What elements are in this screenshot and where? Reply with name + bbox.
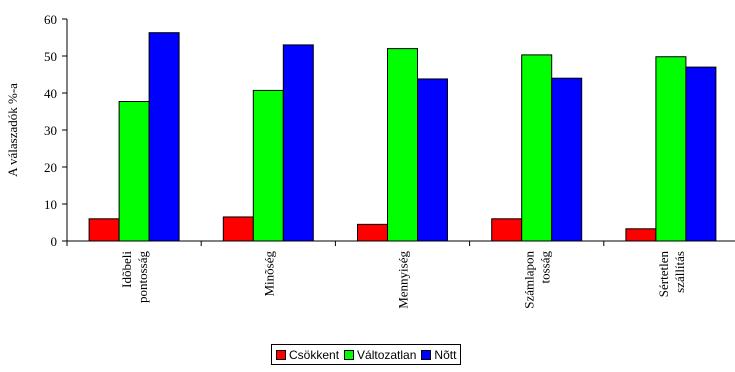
x-tick-label: Idõbelipontosság (119, 251, 150, 304)
legend-swatch (344, 349, 355, 360)
x-tick-label-line: Számlapon (522, 251, 537, 309)
y-tick-label: 10 (44, 197, 57, 212)
bar-valtozatlan (521, 54, 553, 242)
y-tick-label: 30 (44, 123, 57, 138)
x-tick-label-line: Sértetlen (656, 251, 671, 298)
legend-swatch (276, 349, 286, 360)
labels: 0 10 20 30 40 50 60 A válaszadók %-a Idõbelipont… (5, 12, 687, 309)
bar-valtozatlan (655, 56, 687, 242)
y-tick-label: 60 (44, 12, 57, 27)
x-tick-label: Sértetlenszállítás (656, 251, 687, 298)
y-tick-label: 0 (51, 234, 58, 249)
legend-label: Nõtt (434, 347, 457, 362)
bar-valtozatlan (252, 89, 284, 242)
bar-nott (685, 66, 717, 242)
bar-nott (282, 44, 314, 242)
legend-label: Változatlan (357, 347, 417, 362)
legend-item-nott: Nõtt (421, 348, 456, 362)
y-axis-title: A válaszadók %-a (5, 83, 20, 177)
bar-csokkent (625, 228, 657, 242)
bar-valtozatlan (387, 48, 418, 242)
bar-nott (148, 32, 180, 242)
x-tick-label-line: tosság (538, 251, 553, 284)
bar-nott (551, 77, 583, 242)
legend-item-valtozatlan: Változatlan (344, 348, 416, 362)
x-tick-label-line: Minõség (261, 251, 276, 297)
y-tick-label: 50 (44, 49, 57, 64)
bar-csokkent (491, 218, 523, 242)
legend-label: Csökkent (289, 347, 340, 362)
bar-nott (417, 78, 448, 242)
legend-swatch (421, 349, 432, 360)
legend: Csökkent Változatlan Nõtt (271, 344, 462, 365)
bar-csokkent (357, 223, 388, 242)
legend-item-csokkent: Csökkent (276, 348, 339, 362)
y-tick-label: 20 (44, 160, 57, 175)
bar-csokkent (222, 216, 254, 242)
x-tick-label-line: Mennyiség (396, 251, 411, 309)
x-tick-label-line: szállítás (672, 251, 687, 293)
y-tick-label: 40 (44, 86, 57, 101)
bar-csokkent (88, 218, 120, 242)
x-tick-label-line: pontosság (135, 251, 150, 304)
x-tick-label: Minõség (261, 251, 276, 297)
bars (88, 32, 717, 242)
bar-valtozatlan (118, 101, 150, 242)
x-tick-label: Mennyiség (396, 251, 411, 309)
x-tick-label-line: Idõbeli (119, 251, 134, 288)
x-tick-label: Számlapontosság (522, 251, 553, 309)
